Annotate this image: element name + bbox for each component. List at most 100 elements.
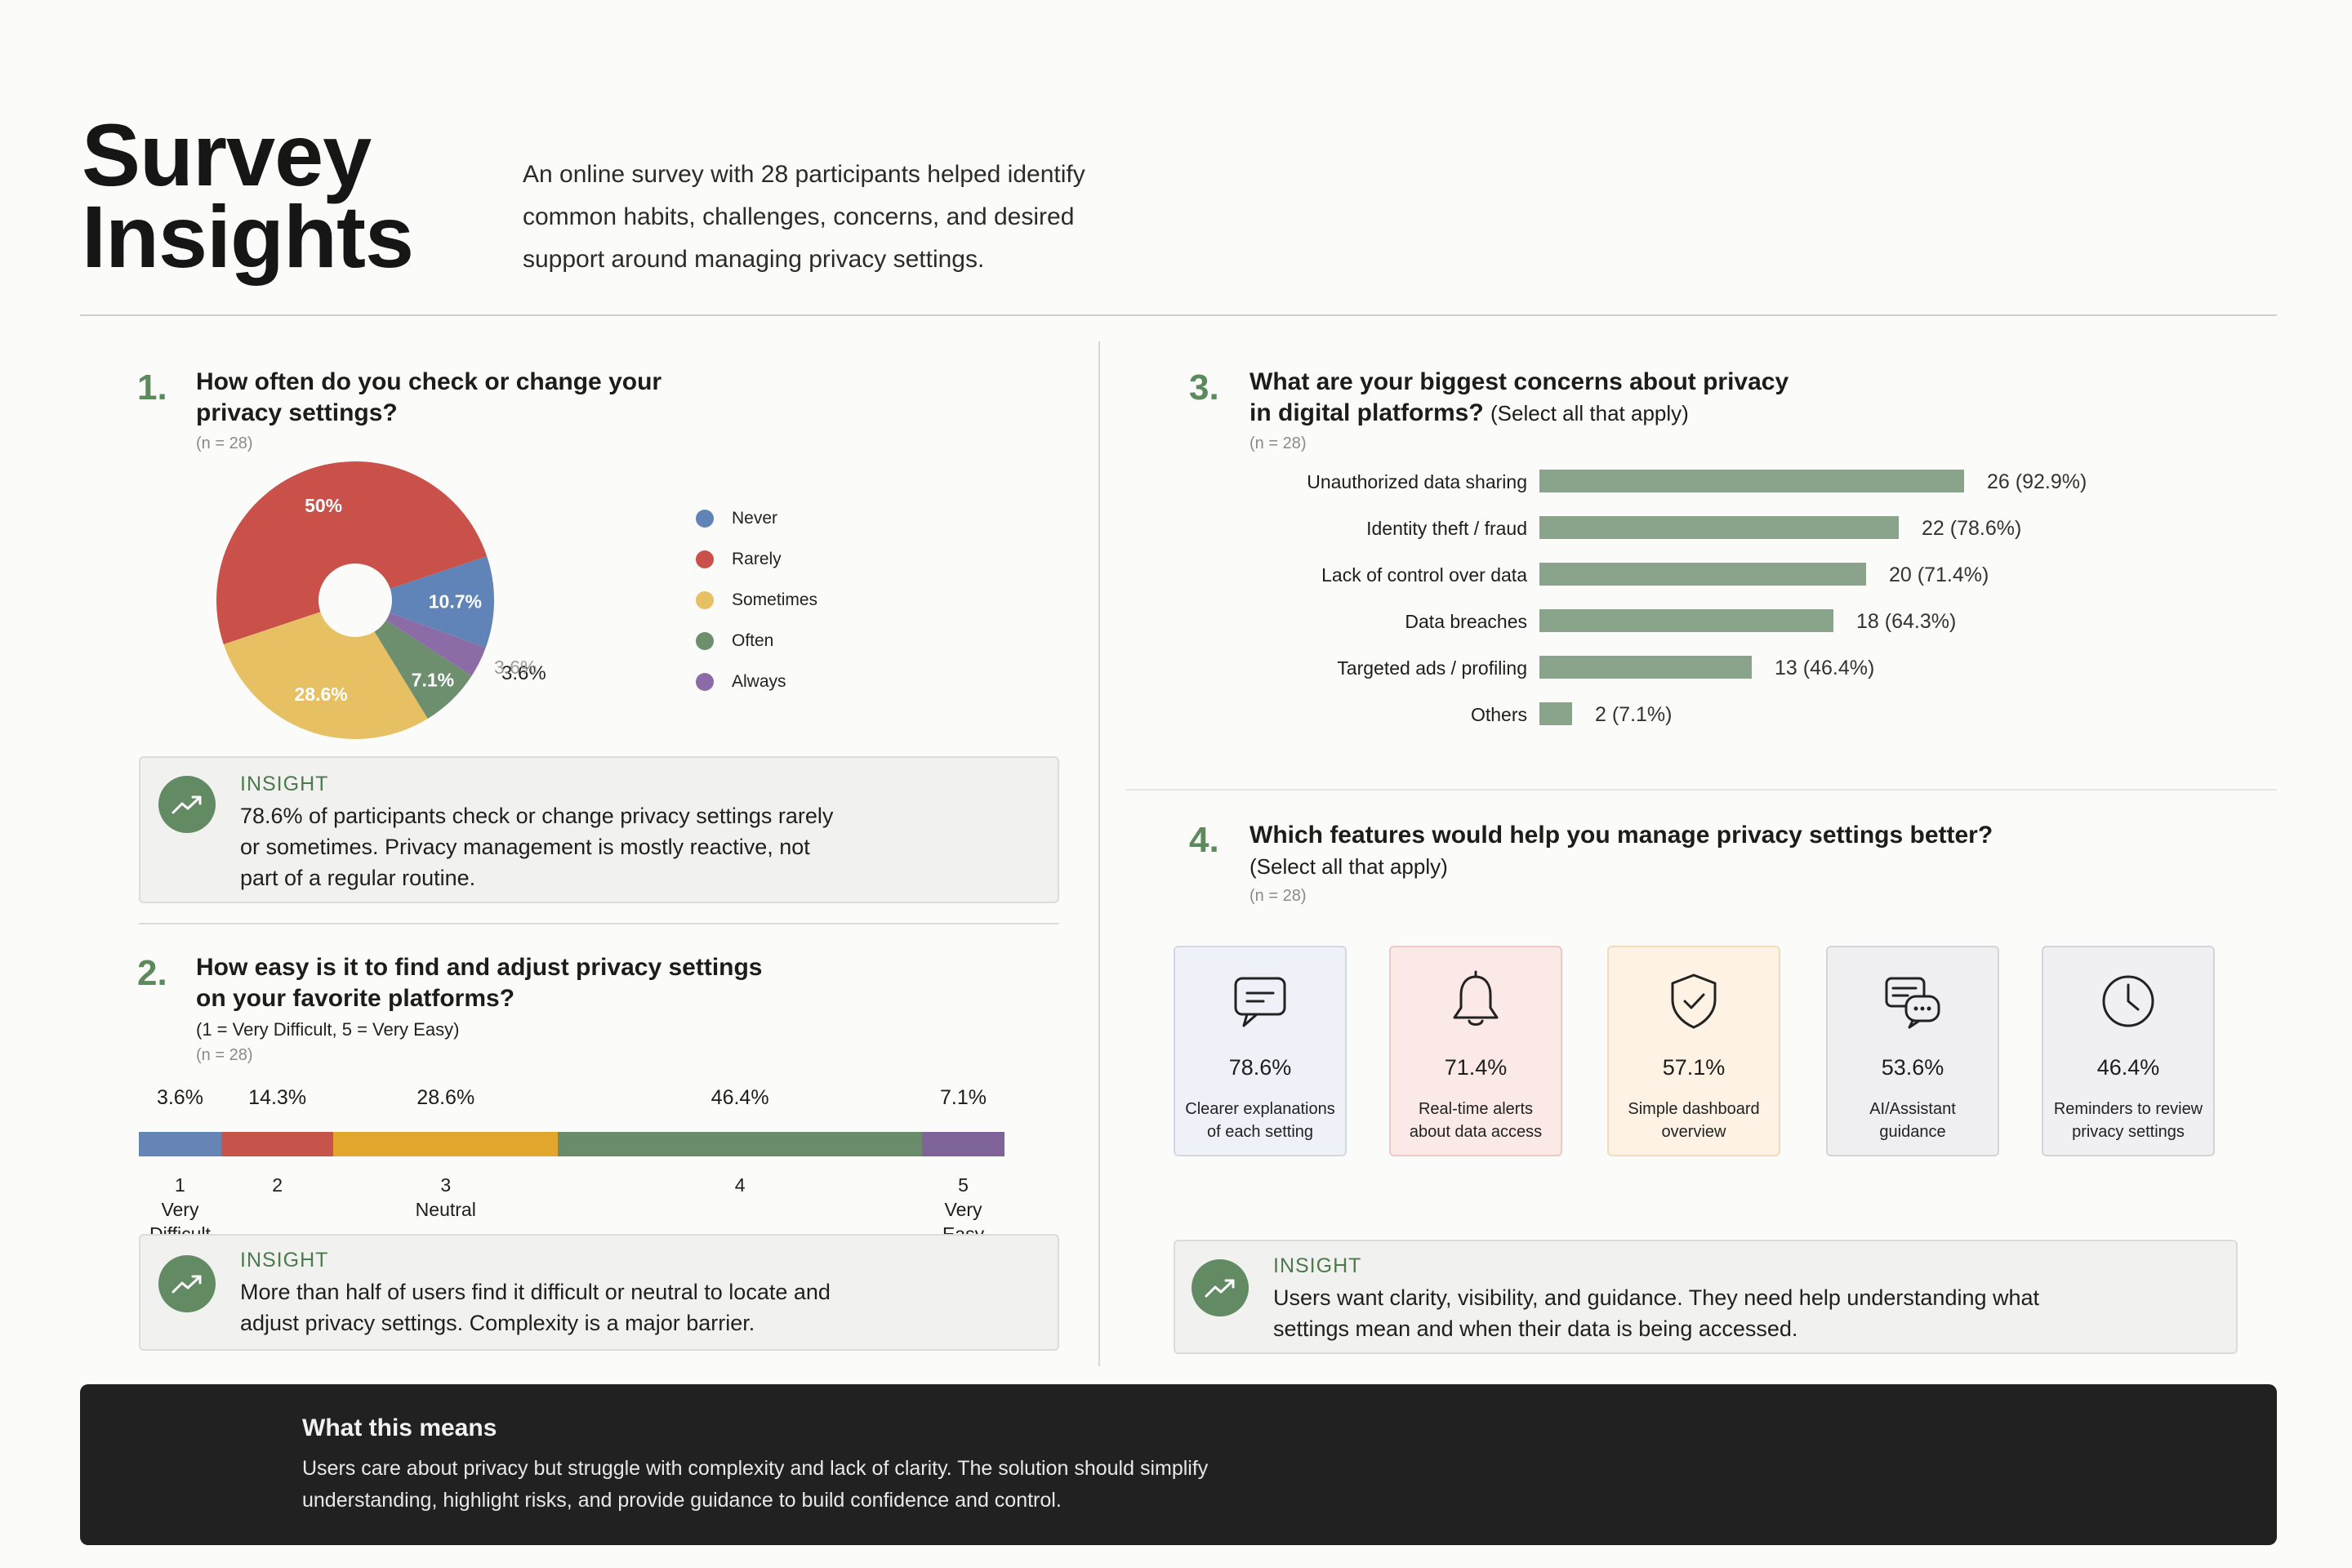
shield-check-icon <box>1609 969 1779 1034</box>
q1-legend: Never Rarely Sometimes Often Always <box>696 498 908 702</box>
feature-card-reminders: 46.4% Reminders to review privacy setting… <box>2042 946 2215 1156</box>
bar-value-label: 26 (92.9%) <box>1987 470 2087 493</box>
q1-number: 1. <box>137 368 167 408</box>
q1-insight-box: INSIGHT 78.6% of participants check or c… <box>139 756 1059 903</box>
card-percent: 53.6% <box>1881 1055 1944 1080</box>
q4-insight-label: INSIGHT <box>1273 1254 1362 1277</box>
q1-title-line-1: How often do you check or change your <box>196 368 662 395</box>
q1-insight-line-1: 78.6% of participants check or change pr… <box>240 804 834 828</box>
bar-category-label: Lack of control over data <box>1321 564 1527 586</box>
likert-scale-label: Neutral <box>415 1199 476 1220</box>
chat-icon <box>1175 969 1345 1034</box>
likert-scale-number: 3 <box>440 1174 452 1196</box>
pie-slice-sometimes <box>223 600 428 739</box>
q2-title: How easy is it to find and adjust privac… <box>196 952 931 1014</box>
intro-text: An online survey with 28 participants he… <box>523 154 1143 281</box>
q3-n: (n = 28) <box>1250 434 1307 452</box>
card-label: Clearer explanations of each setting <box>1180 1098 1340 1143</box>
footer-text: Users care about privacy but struggle wi… <box>302 1453 1527 1517</box>
q3-bar-chart: Unauthorized data sharing 26 (92.9%) Ident… <box>1143 470 2254 747</box>
column-divider <box>1098 341 1100 1366</box>
pie-label-sometimes: 28.6% <box>295 684 348 705</box>
bar-identity-theft-fraud <box>1539 516 1899 539</box>
card-label: Simple dashboard overview <box>1614 1098 1774 1143</box>
q2-insight-text: More than half of users find it difficul… <box>240 1276 1049 1339</box>
pie-slice-rarely <box>216 461 488 644</box>
likert-percent-2: 14.3% <box>248 1086 307 1109</box>
bar-category-label: Unauthorized data sharing <box>1307 471 1527 492</box>
bar-value-label: 13 (46.4%) <box>1775 657 1875 679</box>
pie-slice-never <box>355 556 494 648</box>
bar-category-label: Targeted ads / profiling <box>1337 657 1527 679</box>
header-divider <box>80 314 2277 316</box>
q1-pie-chart: 10.7% 50% 28.6% 7.1% 3.6%3.6% <box>216 461 546 739</box>
q3-title-suffix: (Select all that apply) <box>1490 401 1689 425</box>
legend-label: Often <box>732 631 774 650</box>
bar-category-label: Data breaches <box>1405 611 1527 632</box>
bar-value-label: 18 (64.3%) <box>1856 610 1957 633</box>
q1-insight-line-2: or sometimes. Privacy management is most… <box>240 835 810 859</box>
legend-item-always: Always <box>696 662 908 702</box>
card-label-line-1: Clearer explanations <box>1185 1100 1335 1118</box>
q2-number: 2. <box>137 953 167 993</box>
bar-category-label: Others <box>1470 704 1527 725</box>
bar-others <box>1539 702 1572 725</box>
card-label: Real-time alerts about data access <box>1396 1098 1556 1143</box>
legend-swatch <box>696 632 714 650</box>
footer-line-1: Users care about privacy but struggle wi… <box>302 1457 1209 1480</box>
q4-title-line-1: Which features would help you manage pri… <box>1250 822 1993 849</box>
trend-up-icon <box>1192 1259 1249 1316</box>
bar-value-label: 22 (78.6%) <box>1922 517 2022 540</box>
legend-item-rarely: Rarely <box>696 539 908 580</box>
bar-targeted-ads-profiling <box>1539 656 1752 679</box>
trend-up-icon <box>158 1255 216 1312</box>
likert-scale-number: 2 <box>272 1174 283 1196</box>
q4-insight-box: INSIGHT Users want clarity, visibility, … <box>1174 1240 2238 1354</box>
likert-scale-number: 4 <box>734 1174 746 1196</box>
title-line-2: Insights <box>82 187 414 286</box>
intro-line-2: common habits, challenges, concerns, and… <box>523 203 1075 230</box>
pie-label-always: 3.6% <box>501 662 546 684</box>
pie-extra-label: 3.6% <box>494 657 537 678</box>
likert-tick-4: 4 <box>558 1173 922 1197</box>
q4-insight-line-1: Users want clarity, visibility, and guid… <box>1273 1285 2040 1310</box>
likert-bar <box>139 1132 1004 1156</box>
q2-insight-line-1: More than half of users find it difficul… <box>240 1280 831 1304</box>
feature-card-real-time-alerts: 71.4% Real-time alerts about data access <box>1389 946 1562 1156</box>
card-percent: 71.4% <box>1444 1055 1508 1080</box>
q4-number: 4. <box>1189 820 1219 860</box>
q4-subtitle: (Select all that apply) <box>1250 854 1448 879</box>
feature-card-clearer-explanations: 78.6% Clearer explanations of each settin… <box>1174 946 1347 1156</box>
assistant-chat-icon <box>1828 969 1998 1034</box>
q2-insight-label: INSIGHT <box>240 1249 329 1272</box>
legend-label: Rarely <box>732 550 782 568</box>
q4-insight-text: Users want clarity, visibility, and guid… <box>1273 1282 2221 1344</box>
pie-slice-always <box>355 600 486 676</box>
q4-insight-line-2: settings mean and when their data is bei… <box>1273 1316 1798 1341</box>
pie-slice-often <box>355 600 472 719</box>
card-label-line-2: guidance <box>1879 1123 1946 1141</box>
card-label-line-2: about data access <box>1409 1123 1543 1141</box>
q4-n: (n = 28) <box>1250 887 1307 905</box>
intro-line-3: support around managing privacy settings… <box>523 246 985 273</box>
q1-n: (n = 28) <box>196 434 253 452</box>
likert-segment-3 <box>333 1132 559 1156</box>
card-label: AI/Assistant guidance <box>1833 1098 1993 1143</box>
legend-item-often: Often <box>696 621 908 662</box>
legend-label: Always <box>732 672 786 691</box>
likert-tick-2: 2 <box>221 1173 333 1197</box>
card-label-line-2: of each setting <box>1206 1123 1314 1141</box>
legend-swatch <box>696 673 714 691</box>
footer-summary: What this means Users care about privacy… <box>80 1384 2277 1545</box>
q2-title-line-1: How easy is it to find and adjust privac… <box>196 954 763 981</box>
likert-segment-2 <box>220 1132 334 1156</box>
legend-swatch <box>696 510 714 528</box>
q3-number: 3. <box>1189 368 1219 408</box>
legend-swatch <box>696 591 714 609</box>
card-percent: 46.4% <box>2096 1055 2160 1080</box>
likert-scale-number: 1 <box>175 1174 185 1196</box>
q1-insight-label: INSIGHT <box>240 773 329 795</box>
card-label: Reminders to review privacy settings <box>2048 1098 2208 1143</box>
feature-card-simple-dashboard: 57.1% Simple dashboard overview <box>1607 946 1780 1156</box>
